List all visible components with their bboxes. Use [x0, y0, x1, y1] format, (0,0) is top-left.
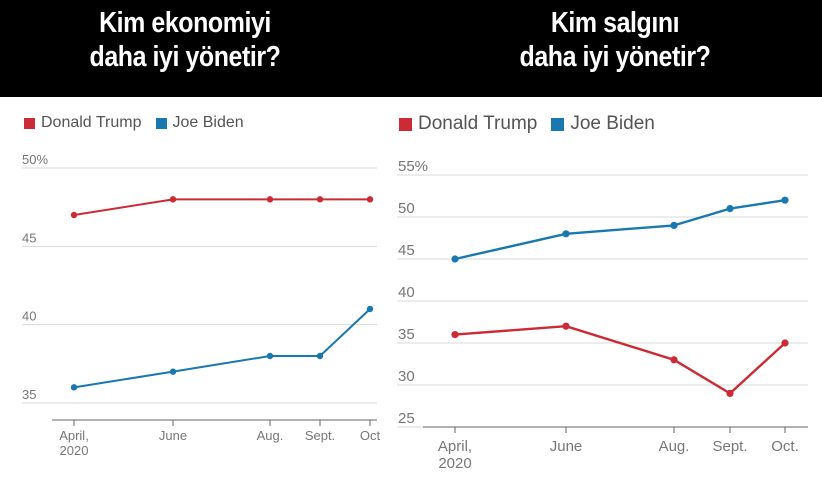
data-point-trump: [70, 211, 78, 219]
pandemic-chart: 55% 50 45 40 35 30 25 April, 2020 June Aug. Sept. Oc…: [397, 158, 808, 472]
data-point-trump: [451, 331, 459, 339]
data-point-biden: [670, 221, 678, 229]
data-point-biden: [366, 305, 374, 313]
x-tick-label: April, 2020: [59, 428, 89, 458]
legend-label-biden: Joe Biden: [172, 114, 244, 131]
y-tick-label: 35: [22, 387, 36, 402]
headline-banner: Kim ekonomiyi daha iyi yönetir? Kim salg…: [0, 0, 822, 97]
data-point-trump: [366, 196, 374, 203]
data-point-biden: [726, 205, 734, 213]
legend-label-biden: Joe Biden: [570, 113, 655, 134]
legend-swatch-trump: [24, 117, 35, 129]
data-point-trump: [316, 196, 324, 203]
legend-item-trump: Donald Trump: [24, 114, 142, 132]
series-line-biden: [454, 199, 786, 261]
x-tick-label: Oct: [360, 428, 381, 443]
economy-chart-legend: Donald Trump Joe Biden: [24, 114, 258, 132]
x-tick-label: Sept.: [712, 438, 747, 455]
legend-item-biden: Joe Biden: [155, 114, 244, 132]
x-tick-label: April, 2020: [438, 438, 472, 472]
headline-economy-line1: Kim ekonomiyi: [99, 7, 271, 39]
legend-label-trump: Donald Trump: [418, 113, 538, 134]
pandemic-chart-panel: Donald Trump Joe Biden 55% 50 45 40 35 30 25 Ap…: [383, 97, 822, 500]
data-point-biden: [781, 196, 789, 204]
x-tick-label: Oct.: [771, 438, 799, 455]
legend-item-biden: Joe Biden: [551, 113, 655, 135]
data-point-biden: [316, 352, 324, 360]
legend-item-trump: Donald Trump: [399, 113, 537, 135]
x-tick-label: Aug.: [257, 428, 284, 443]
headline-pandemic-line2: daha iyi yönetir?: [519, 41, 711, 73]
economy-chart: 50% 45 40 35 April, 2020 June Aug. Sept. Oct: [22, 152, 381, 458]
data-point-biden: [70, 384, 78, 391]
data-point-trump: [726, 389, 734, 397]
headline-economy-line2: daha iyi yönetir?: [89, 41, 281, 73]
data-point-trump: [562, 322, 570, 330]
y-tick-label: 25: [398, 410, 415, 427]
x-tick-label: June: [159, 428, 187, 443]
y-tick-label: 50%: [22, 152, 48, 167]
y-tick-label: 50: [398, 200, 415, 217]
series-line-trump: [454, 324, 786, 395]
series-line-biden: [73, 308, 371, 389]
x-tick-label: June: [550, 438, 583, 455]
y-tick-label: 35: [398, 326, 415, 343]
y-tick-label: 45: [398, 242, 415, 259]
y-tick-label: 40: [398, 284, 415, 301]
data-point-biden: [169, 368, 177, 375]
data-point-trump: [670, 356, 678, 364]
x-tick-label: Sept.: [305, 428, 335, 443]
headline-pandemic-line1: Kim salgını: [550, 7, 680, 39]
headline-economy: Kim ekonomiyi daha iyi yönetir?: [26, 6, 344, 74]
y-tick-label: 45: [22, 230, 36, 245]
series-line-trump: [73, 198, 370, 216]
data-point-biden: [266, 352, 274, 360]
legend-swatch-biden: [155, 117, 167, 129]
data-point-trump: [266, 196, 274, 203]
pandemic-chart-legend: Donald Trump Joe Biden: [399, 113, 669, 135]
y-tick-label: 30: [398, 368, 415, 385]
data-point-biden: [562, 230, 570, 238]
data-point-trump: [781, 339, 789, 347]
economy-chart-panel: Donald Trump Joe Biden 50% 45 40 35 April, 20…: [0, 97, 383, 500]
legend-swatch-biden: [551, 117, 565, 131]
data-point-biden: [451, 255, 459, 263]
y-tick-label: 40: [22, 309, 36, 324]
y-tick-label: 55%: [398, 158, 428, 175]
data-point-trump: [169, 196, 177, 203]
legend-label-trump: Donald Trump: [41, 114, 142, 131]
x-tick-label: Aug.: [659, 438, 690, 455]
headline-pandemic: Kim salgını daha iyi yönetir?: [439, 6, 792, 74]
legend-swatch-trump: [399, 117, 412, 131]
